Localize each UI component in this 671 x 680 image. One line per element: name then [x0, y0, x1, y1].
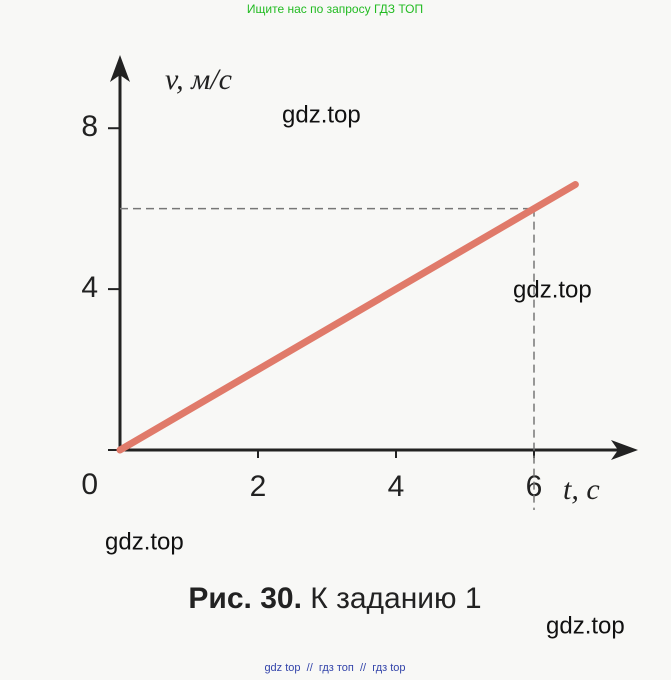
data-line	[116, 181, 579, 454]
y-axis-label: v, м/с	[165, 63, 232, 96]
watermark: gdz.top	[282, 101, 361, 128]
y-arrow	[110, 55, 130, 82]
caption: Рис. 30. К заданию 1	[188, 582, 481, 615]
watermark-top: Ищите нас по запросу ГДЗ ТОП	[247, 2, 423, 16]
watermark: gdz.top	[105, 528, 184, 555]
x-tick-label: 2	[250, 470, 267, 503]
x-arrow	[611, 440, 638, 460]
y-tick-label: 0	[81, 468, 98, 501]
x-axis-label: t, с	[563, 473, 600, 506]
caption-bold: Рис. 30.	[188, 582, 302, 615]
watermark: gdz.top	[546, 612, 625, 639]
x-tick-label: 4	[388, 470, 405, 503]
y-tick-label: 8	[81, 110, 98, 143]
caption-text: К заданию 1	[310, 582, 481, 615]
watermark: gdz.top	[513, 276, 592, 303]
y-tick-label: 4	[81, 271, 98, 304]
watermark-bottom: gdz top // гдз топ // гдз top	[264, 662, 405, 674]
